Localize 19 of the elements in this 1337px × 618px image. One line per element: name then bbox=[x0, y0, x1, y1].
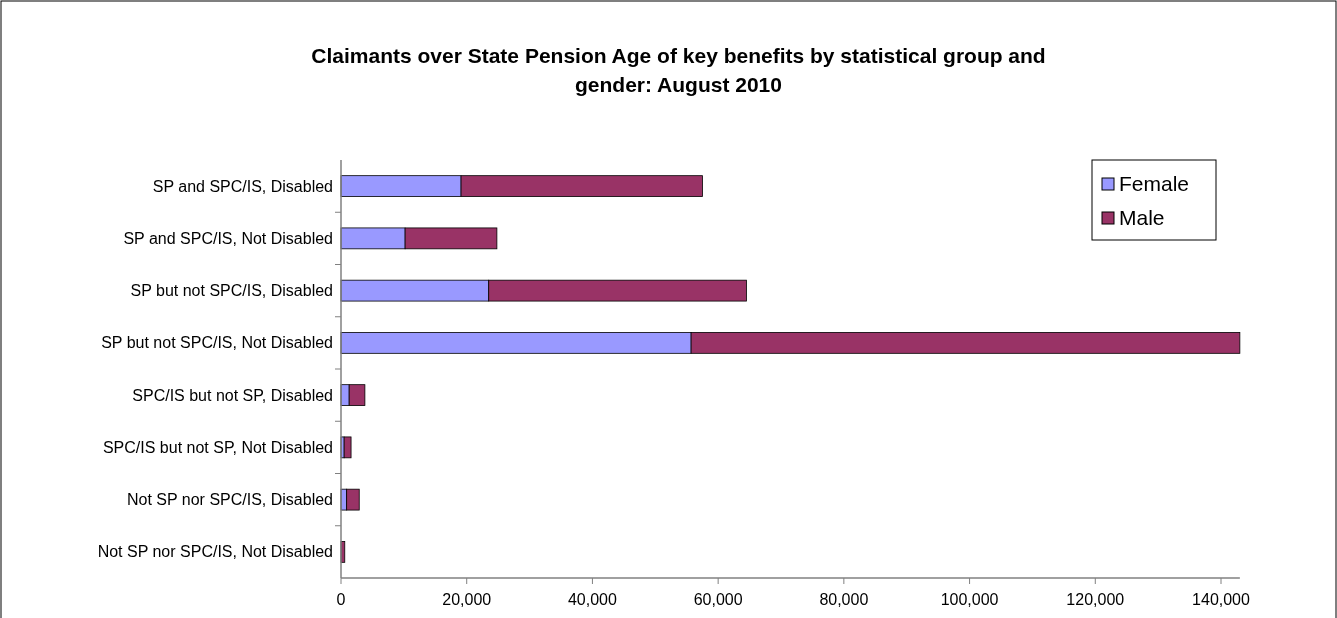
x-tick-label: 40,000 bbox=[567, 591, 617, 608]
x-tick-label: 100,000 bbox=[940, 591, 999, 608]
x-tick-label: 80,000 bbox=[819, 591, 869, 608]
legend-label: Male bbox=[1119, 206, 1165, 230]
x-tick-label: 140,000 bbox=[1192, 591, 1251, 608]
y-tick-label: SP and SPC/IS, Not Disabled bbox=[123, 229, 333, 247]
y-tick-label: SPC/IS but not SP, Not Disabled bbox=[102, 438, 333, 456]
x-tick-label: 0 bbox=[336, 591, 346, 608]
x-tick-label: 60,000 bbox=[693, 591, 743, 608]
x-tick-label: 20,000 bbox=[442, 591, 492, 608]
y-tick-label: SPC/IS but not SP, Disabled bbox=[132, 386, 333, 404]
y-tick-label: SP but not SPC/IS, Not Disabled bbox=[101, 334, 333, 352]
y-tick-label: SP but not SPC/IS, Disabled bbox=[130, 282, 333, 300]
x-tick-label: 120,000 bbox=[1066, 591, 1125, 608]
y-tick-label: Not SP nor SPC/IS, Not Disabled bbox=[97, 543, 333, 561]
chart-title: Claimants over State Pension Age of key benefits by statistical group and gender: August 2010 bbox=[311, 44, 1046, 96]
y-tick-label: Not SP nor SPC/IS, Disabled bbox=[126, 491, 333, 509]
y-tick-label: SP and SPC/IS, Disabled bbox=[152, 177, 333, 195]
legend-label: Female bbox=[1119, 172, 1190, 196]
